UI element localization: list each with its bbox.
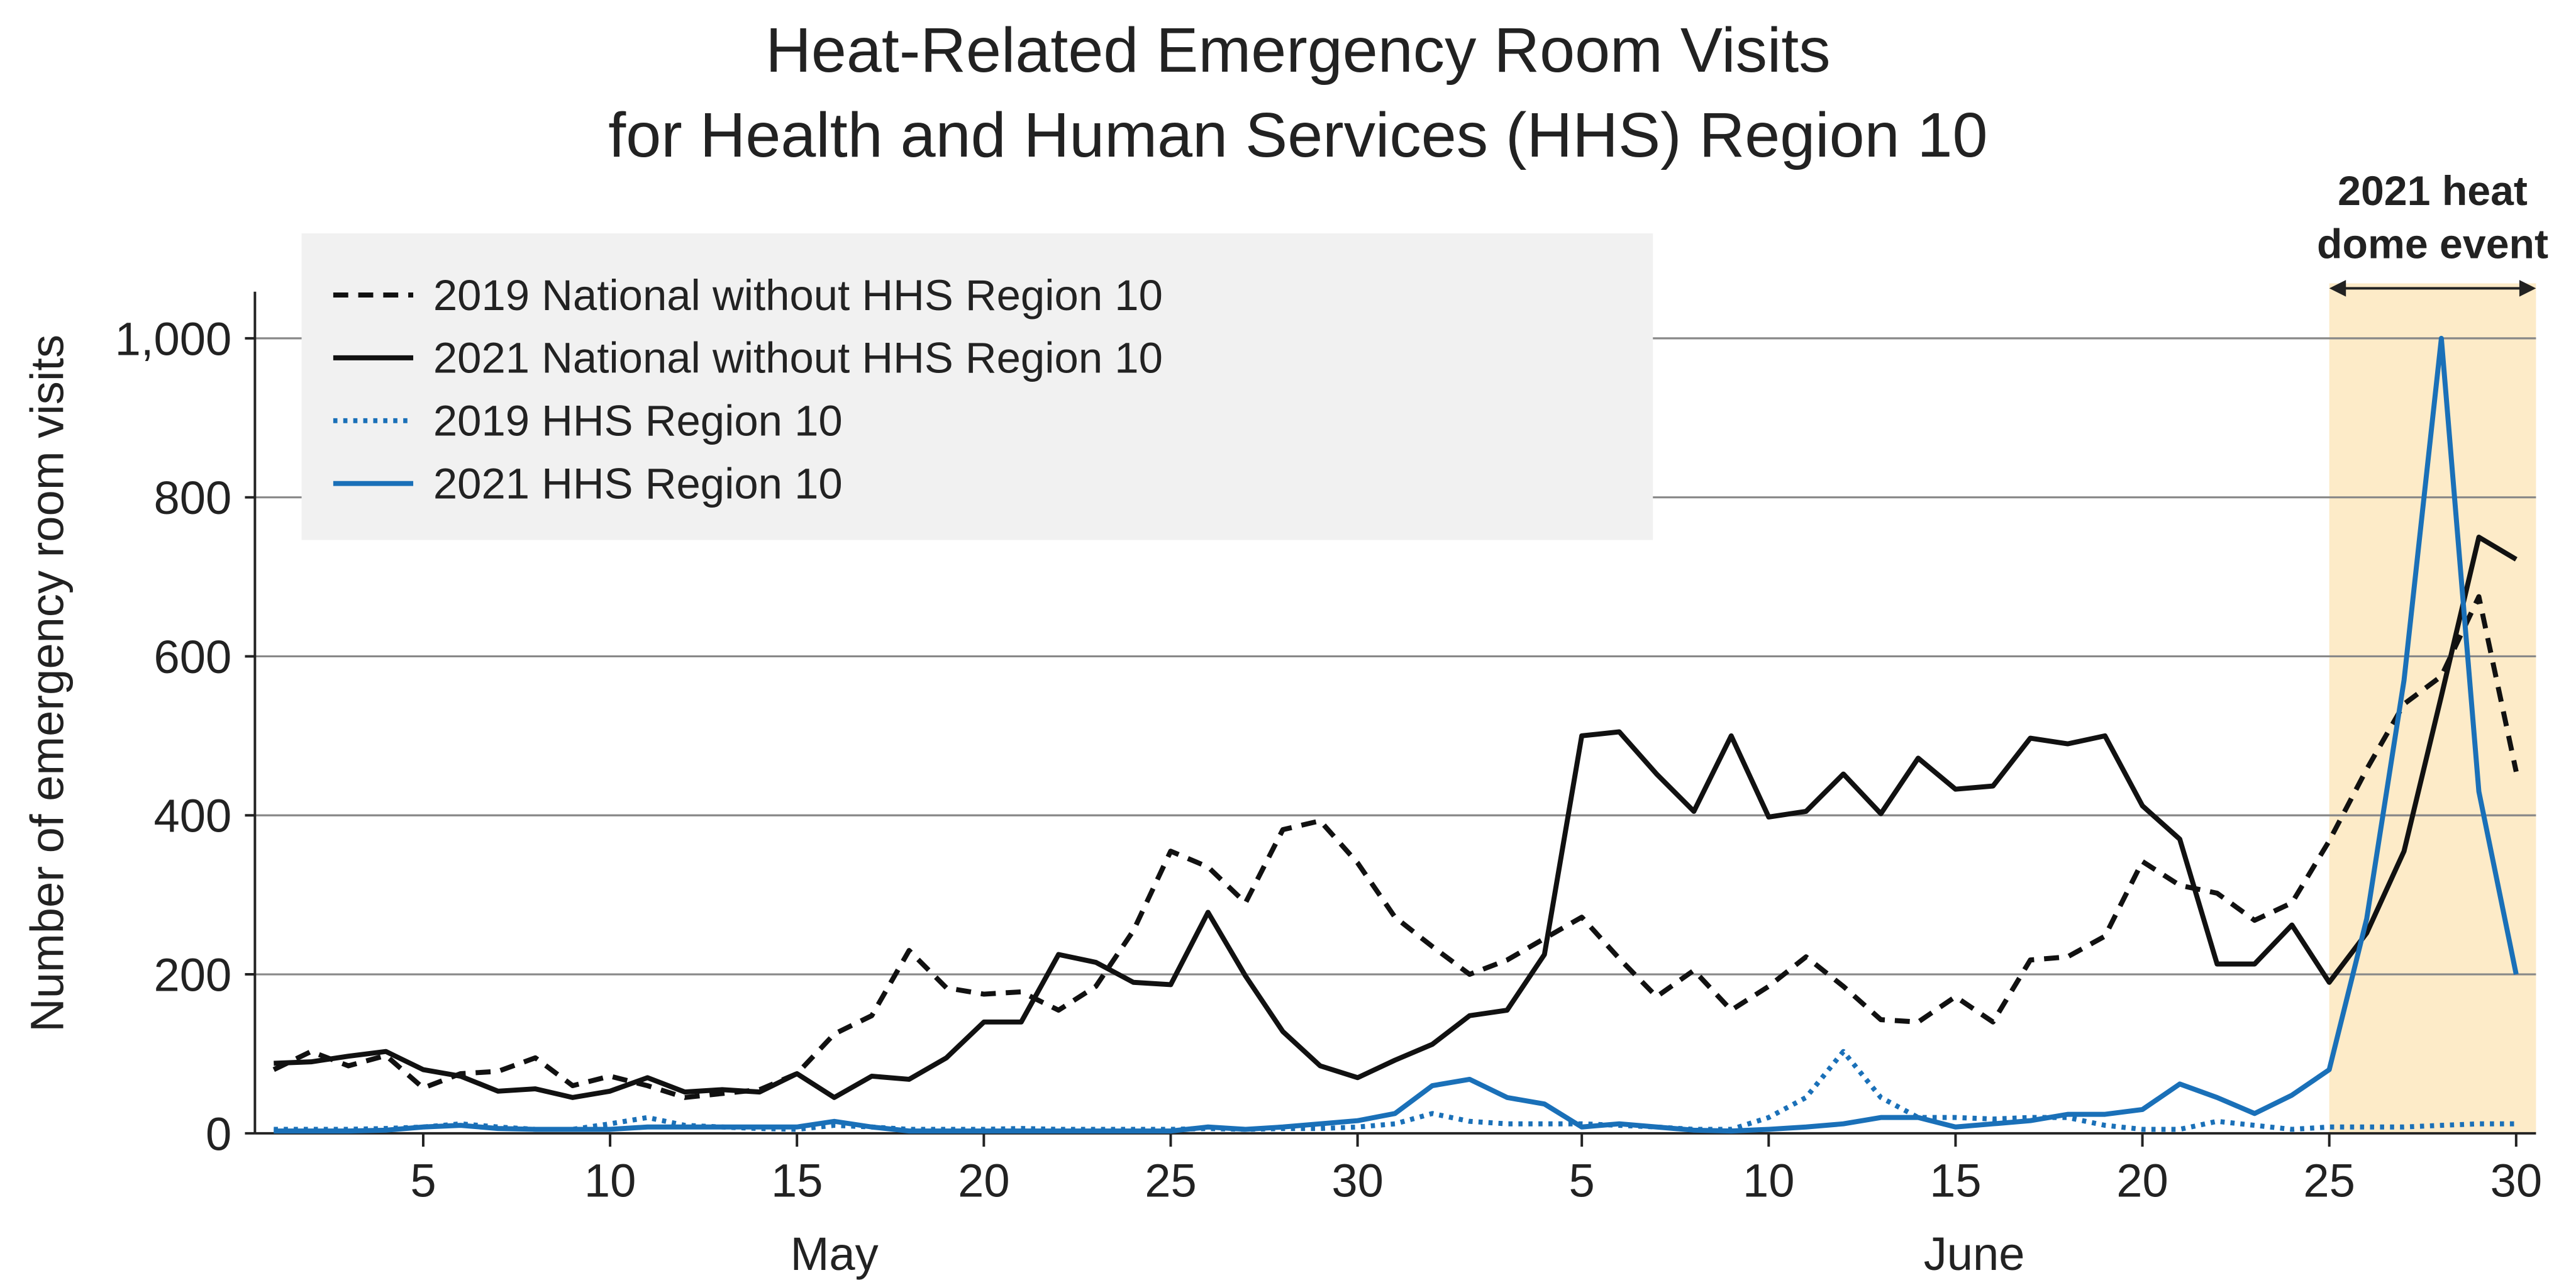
x-tick-label: 25 (1145, 1155, 1197, 1207)
x-tick-label: 30 (2490, 1155, 2543, 1207)
legend-label: 2019 HHS Region 10 (433, 397, 843, 445)
legend-label: 2021 HHS Region 10 (433, 460, 843, 508)
x-group-label: June (1924, 1228, 2025, 1280)
x-tick-label: 5 (1569, 1155, 1595, 1207)
series-line (274, 335, 2519, 1134)
y-tick-label: 600 (154, 631, 232, 683)
x-tick-label: 20 (2116, 1155, 2168, 1207)
y-tick-label: 1,000 (115, 313, 232, 365)
legend-box (301, 233, 1653, 540)
y-tick-label: 800 (154, 472, 232, 524)
y-axis-label: Number of emergency room visits (21, 335, 74, 1032)
legend-label: 2021 National without HHS Region 10 (433, 334, 1163, 382)
x-tick-label: 20 (958, 1155, 1010, 1207)
series-line (274, 535, 2518, 1100)
legend-label: 2019 National without HHS Region 10 (433, 271, 1163, 320)
y-tick-label: 200 (154, 949, 232, 1001)
x-tick-label: 5 (410, 1155, 436, 1207)
x-tick-label: 15 (771, 1155, 823, 1207)
y-tick-label: 0 (206, 1108, 231, 1160)
x-tick-label: 15 (1929, 1155, 1982, 1207)
chart-title: Heat-Related Emergency Room Visits (765, 15, 1830, 86)
series-line (272, 594, 2519, 1100)
x-group-label: May (791, 1228, 879, 1280)
annotation-text: dome event (2317, 221, 2548, 268)
annotation-text: 2021 heat (2338, 168, 2528, 214)
y-tick-label: 400 (154, 790, 232, 842)
x-tick-label: 10 (584, 1155, 636, 1207)
x-tick-label: 10 (1743, 1155, 1795, 1207)
x-tick-label: 25 (2303, 1155, 2355, 1207)
series-line (274, 1049, 2516, 1132)
chart-title: for Health and Human Services (HHS) Regi… (608, 100, 1987, 170)
x-tick-label: 30 (1331, 1155, 1384, 1207)
